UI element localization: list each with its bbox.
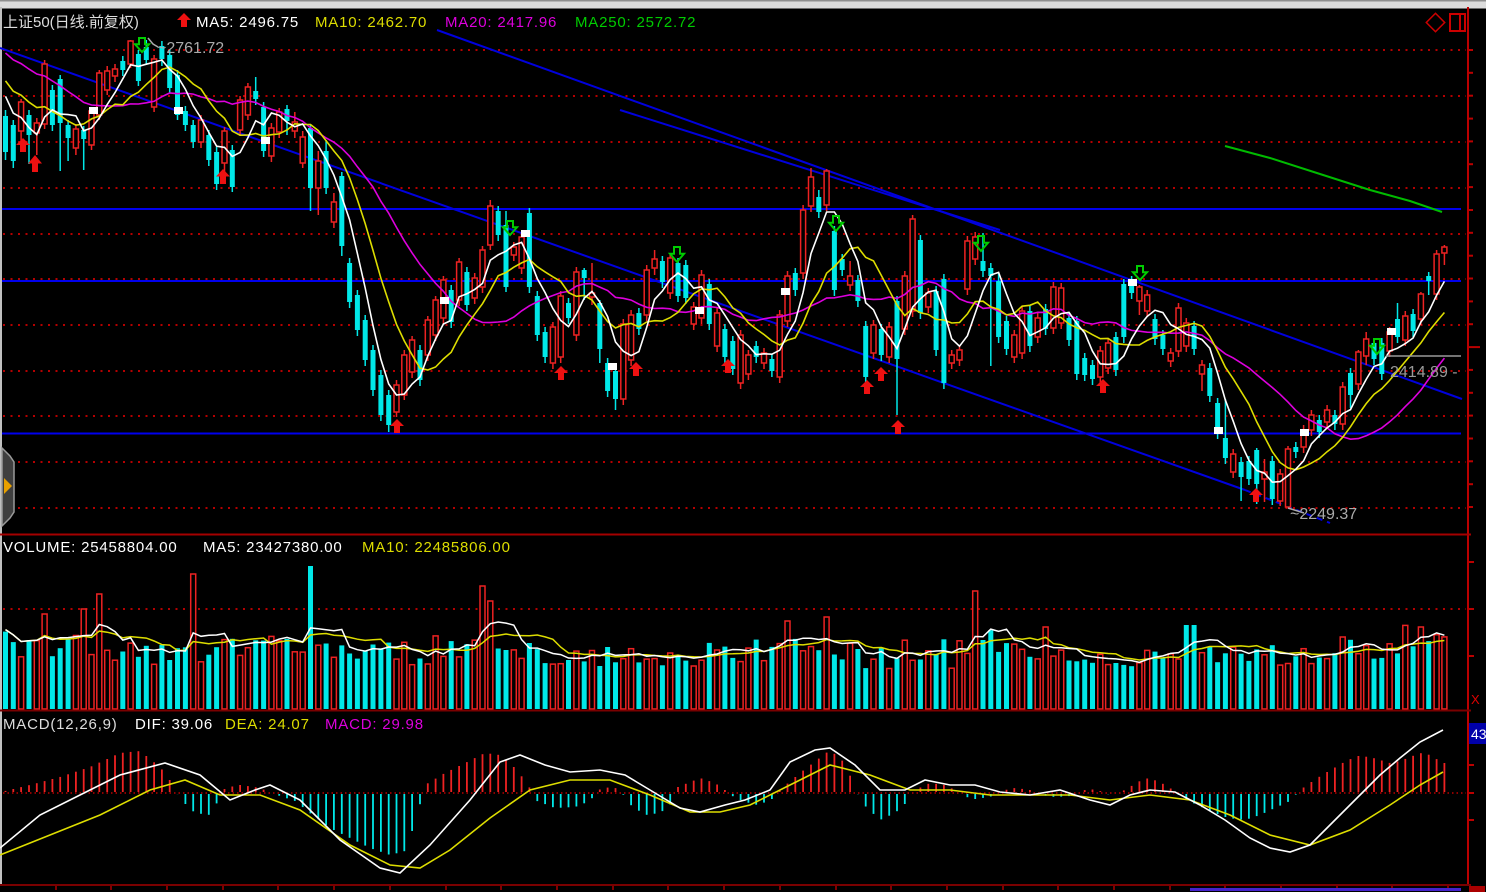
svg-text:MA5: 2496.75: MA5: 2496.75 [196,14,299,31]
svg-text:X: X [1471,692,1480,707]
svg-text:~2249.37: ~2249.37 [1290,506,1357,523]
svg-text:~2761.72: ~2761.72 [157,40,224,57]
svg-text:MA20: 2417.96: MA20: 2417.96 [445,14,557,31]
svg-text:MACD: 29.98: MACD: 29.98 [325,716,424,733]
svg-text:MA5: 23427380.00: MA5: 23427380.00 [203,539,343,556]
svg-text:MA10: 2462.70: MA10: 2462.70 [315,14,427,31]
svg-text:DIF: 39.06: DIF: 39.06 [135,716,213,733]
svg-text:DEA: 24.07: DEA: 24.07 [225,716,310,733]
svg-text:43: 43 [1471,726,1486,742]
svg-text:上证50(日线.前复权): 上证50(日线.前复权) [3,13,139,31]
svg-text:MACD(12,26,9): MACD(12,26,9) [3,716,118,733]
svg-text:MA10: 22485806.00: MA10: 22485806.00 [362,539,511,556]
svg-text:VOLUME: 25458804.00: VOLUME: 25458804.00 [3,539,177,556]
svg-text:2414.89 -: 2414.89 - [1390,364,1458,381]
svg-text:MA250: 2572.72: MA250: 2572.72 [575,14,696,31]
